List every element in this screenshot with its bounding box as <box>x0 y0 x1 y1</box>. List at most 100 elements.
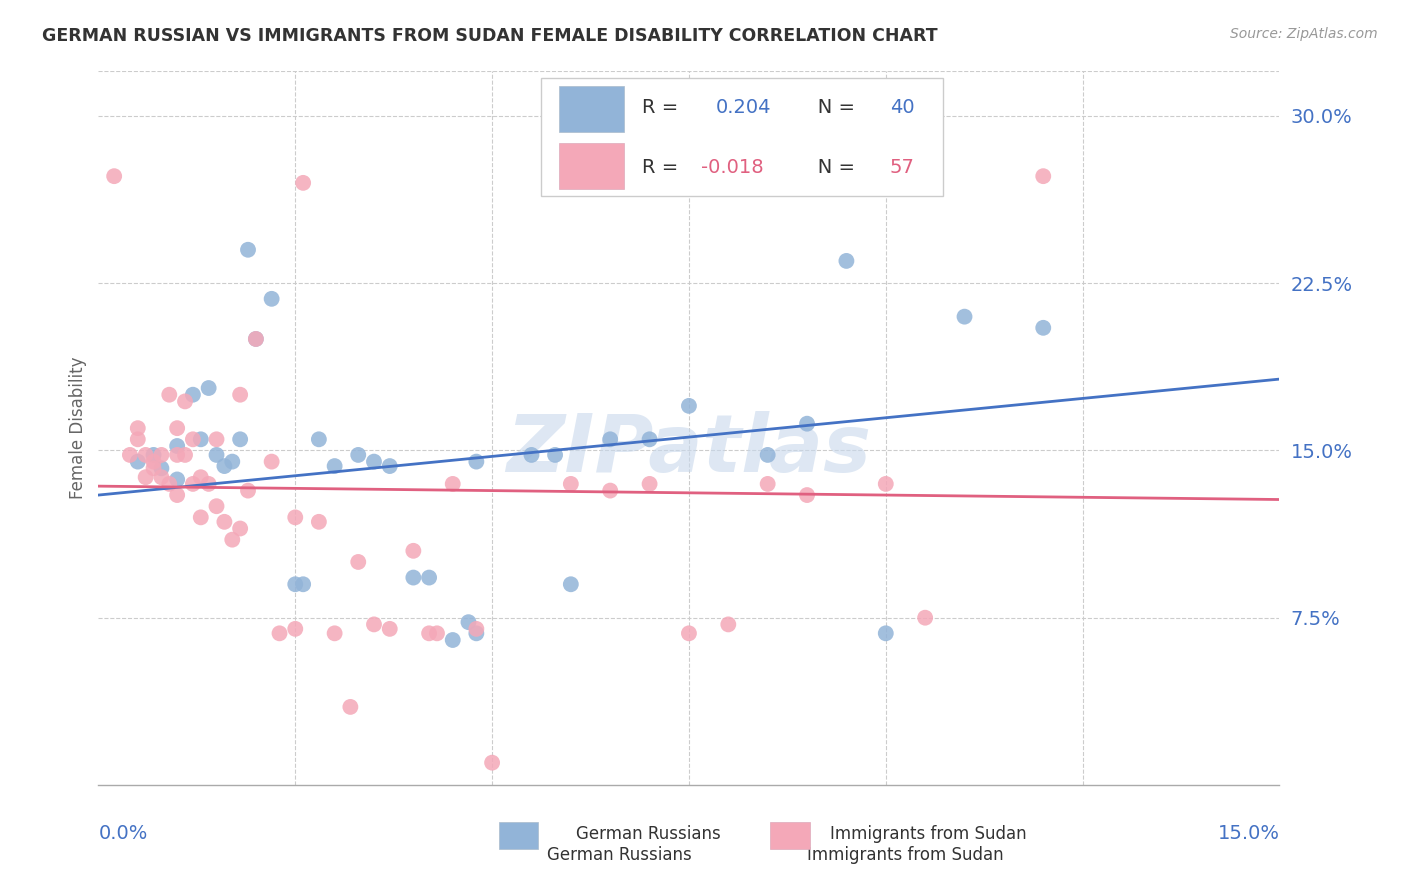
Point <box>465 455 488 469</box>
Point <box>221 455 243 469</box>
Text: -0.018: -0.018 <box>700 158 763 178</box>
Point <box>363 617 385 632</box>
Point <box>135 448 157 462</box>
Point <box>308 433 330 447</box>
Point <box>520 448 543 462</box>
FancyBboxPatch shape <box>560 143 624 189</box>
FancyBboxPatch shape <box>541 78 943 196</box>
Point <box>229 521 252 535</box>
Text: 15.0%: 15.0% <box>1218 824 1279 843</box>
Point <box>638 433 661 447</box>
Point <box>245 332 267 346</box>
Point <box>214 515 236 529</box>
Point <box>465 622 488 636</box>
Point <box>378 622 401 636</box>
Text: German Russians: German Russians <box>576 825 721 843</box>
Point <box>678 626 700 640</box>
Point <box>127 421 149 435</box>
Point <box>150 461 173 475</box>
Point <box>221 533 243 547</box>
Point <box>166 448 188 462</box>
Text: GERMAN RUSSIAN VS IMMIGRANTS FROM SUDAN FEMALE DISABILITY CORRELATION CHART: GERMAN RUSSIAN VS IMMIGRANTS FROM SUDAN … <box>42 27 938 45</box>
Point <box>174 394 197 409</box>
Point <box>157 387 180 401</box>
Point <box>181 387 204 401</box>
Text: Source: ZipAtlas.com: Source: ZipAtlas.com <box>1230 27 1378 41</box>
Point <box>197 476 219 491</box>
Point <box>284 510 307 524</box>
Point <box>166 472 188 486</box>
Point <box>308 515 330 529</box>
Point <box>197 381 219 395</box>
Point <box>190 433 212 447</box>
Text: German Russians: German Russians <box>547 846 692 863</box>
Point <box>339 699 361 714</box>
Point <box>150 470 173 484</box>
Y-axis label: Female Disability: Female Disability <box>69 357 87 500</box>
Point <box>142 455 165 469</box>
Point <box>260 455 283 469</box>
Point <box>599 433 621 447</box>
Point <box>418 571 440 585</box>
Point <box>402 544 425 558</box>
Point <box>323 459 346 474</box>
Point <box>835 254 858 268</box>
FancyBboxPatch shape <box>560 86 624 132</box>
Text: ZIPatlas: ZIPatlas <box>506 410 872 489</box>
Text: R =: R = <box>641 158 685 178</box>
Point <box>190 510 212 524</box>
Point <box>441 633 464 648</box>
Point <box>229 387 252 401</box>
Point <box>323 626 346 640</box>
Point <box>544 448 567 462</box>
Point <box>292 577 315 591</box>
Point <box>127 433 149 447</box>
Text: 40: 40 <box>890 97 914 117</box>
Point <box>363 455 385 469</box>
Point <box>875 476 897 491</box>
Point <box>236 243 259 257</box>
Point <box>1032 169 1054 184</box>
Point <box>166 439 188 453</box>
Point <box>914 611 936 625</box>
Point <box>441 476 464 491</box>
Point <box>347 555 370 569</box>
Point <box>599 483 621 498</box>
Point <box>127 455 149 469</box>
Point <box>142 448 165 462</box>
Point <box>756 476 779 491</box>
Point <box>166 421 188 435</box>
Point <box>756 448 779 462</box>
Point <box>205 500 228 514</box>
Point <box>284 577 307 591</box>
Point <box>205 448 228 462</box>
Point <box>953 310 976 324</box>
Point <box>347 448 370 462</box>
Point <box>1032 321 1054 335</box>
Point <box>269 626 291 640</box>
Point <box>875 626 897 640</box>
Point <box>181 476 204 491</box>
Text: R =: R = <box>641 97 690 117</box>
Point <box>135 470 157 484</box>
Point <box>284 622 307 636</box>
Point <box>214 459 236 474</box>
Point <box>796 417 818 431</box>
Point <box>166 488 188 502</box>
Point <box>157 476 180 491</box>
Point <box>481 756 503 770</box>
Point <box>190 470 212 484</box>
Text: 0.204: 0.204 <box>716 97 772 117</box>
Point <box>426 626 449 640</box>
Text: Immigrants from Sudan: Immigrants from Sudan <box>807 846 1004 863</box>
Point <box>560 476 582 491</box>
Text: Immigrants from Sudan: Immigrants from Sudan <box>830 825 1026 843</box>
Point <box>465 626 488 640</box>
Text: 0.0%: 0.0% <box>98 824 148 843</box>
Point <box>142 461 165 475</box>
Point <box>717 617 740 632</box>
Point <box>402 571 425 585</box>
Point <box>457 615 479 630</box>
Point <box>796 488 818 502</box>
Point <box>150 448 173 462</box>
